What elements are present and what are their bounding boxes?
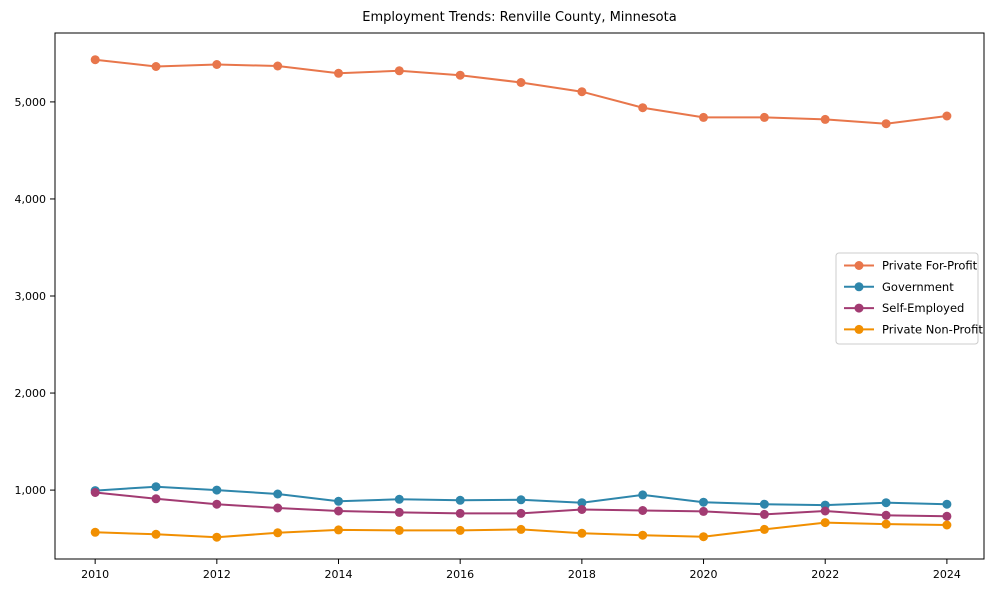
data-point xyxy=(577,87,587,97)
data-point xyxy=(151,62,161,71)
data-point xyxy=(273,489,283,499)
data-point xyxy=(212,499,222,509)
legend-marker-dot xyxy=(854,303,864,313)
data-point xyxy=(212,532,222,542)
data-point xyxy=(881,119,891,129)
y-axis-tick-label: 5,000 xyxy=(15,96,47,109)
x-axis-tick-label: 2020 xyxy=(690,568,718,581)
x-axis-tick-label: 2014 xyxy=(325,568,353,581)
data-point xyxy=(759,509,769,519)
data-point xyxy=(90,527,100,537)
data-point xyxy=(638,490,648,500)
data-point xyxy=(455,70,465,80)
x-axis-tick-label: 2016 xyxy=(446,568,474,581)
data-point xyxy=(820,506,830,516)
legend-marker-dot xyxy=(854,324,864,334)
data-point xyxy=(273,503,283,513)
data-point xyxy=(942,111,952,121)
data-point xyxy=(942,520,952,530)
data-point xyxy=(334,68,343,78)
data-point xyxy=(638,103,648,113)
data-point xyxy=(699,112,708,122)
data-point xyxy=(881,519,891,529)
data-point xyxy=(455,508,465,518)
data-point xyxy=(455,525,465,535)
legend-label: Government xyxy=(882,280,954,294)
data-point xyxy=(638,506,648,515)
data-point xyxy=(820,114,830,124)
y-axis-tick-label: 1,000 xyxy=(15,484,47,497)
data-point xyxy=(151,482,161,492)
data-point xyxy=(820,518,830,528)
legend-marker-dot xyxy=(854,261,864,270)
data-point xyxy=(577,498,587,508)
legend-marker-dot xyxy=(854,282,864,292)
data-point xyxy=(699,497,708,507)
x-axis-tick-label: 2024 xyxy=(933,568,961,581)
data-point xyxy=(334,496,343,506)
data-point xyxy=(455,495,465,505)
data-point xyxy=(881,498,891,508)
legend-label: Self-Employed xyxy=(882,301,964,315)
data-point xyxy=(394,507,404,517)
data-point xyxy=(577,528,587,538)
data-point xyxy=(759,524,769,534)
data-point xyxy=(516,78,526,87)
series-line-private-for-profit xyxy=(95,58,948,125)
y-axis-tick-label: 3,000 xyxy=(15,290,47,303)
data-point xyxy=(699,506,708,516)
y-axis-tick-label: 2,000 xyxy=(15,387,47,400)
data-point xyxy=(516,495,526,505)
data-point xyxy=(334,506,343,516)
data-point xyxy=(759,112,769,122)
data-point xyxy=(394,66,404,76)
legend-label: Private For-Profit xyxy=(882,259,978,273)
data-point xyxy=(273,528,283,538)
data-point xyxy=(212,485,222,495)
data-point xyxy=(699,532,708,542)
data-point xyxy=(942,499,952,509)
data-point xyxy=(638,530,648,540)
data-point xyxy=(212,60,222,69)
data-point xyxy=(516,524,526,534)
x-axis-tick-label: 2018 xyxy=(568,568,596,581)
data-point xyxy=(942,511,952,521)
x-axis-tick-label: 2022 xyxy=(811,568,839,581)
data-point xyxy=(394,525,404,535)
data-point xyxy=(151,529,161,539)
data-point xyxy=(881,510,891,520)
data-point xyxy=(577,505,587,514)
data-point xyxy=(334,525,343,535)
legend-box xyxy=(835,252,979,345)
data-point xyxy=(151,494,161,504)
legend-label: Private Non-Profit xyxy=(882,322,983,336)
data-point xyxy=(90,55,100,65)
data-point xyxy=(90,488,100,497)
y-axis-tick-label: 4,000 xyxy=(15,193,47,206)
data-point xyxy=(394,494,404,504)
data-point xyxy=(759,499,769,509)
x-axis-tick-label: 2010 xyxy=(81,568,109,581)
x-axis-tick-label: 2012 xyxy=(203,568,231,581)
data-point xyxy=(273,61,283,71)
data-point xyxy=(516,508,526,518)
chart-title: Employment Trends: Renville County, Minn… xyxy=(362,10,677,25)
